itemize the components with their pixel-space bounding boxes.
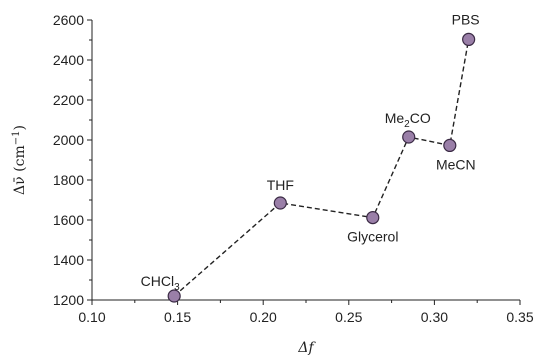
x-axis-title: Δf — [297, 340, 316, 356]
y-axis-title: Δν̄ (cm−1) — [11, 125, 28, 195]
y-axis: 1200 1400 1600 1800 2000 2200 2400 2600 Δν̄ (cm… — [11, 12, 93, 308]
y-tick-label: 2600 — [53, 12, 84, 28]
data-point-label: Glycerol — [347, 229, 398, 245]
data-points — [167, 32, 476, 303]
y-tick-label: 1400 — [53, 252, 84, 268]
data-point-marker — [462, 32, 476, 47]
y-tick-label: 2200 — [53, 92, 84, 108]
data-point-label: MeCN — [436, 156, 476, 172]
y-tick-label: 2000 — [53, 132, 84, 148]
data-point-label: CHCl3 — [141, 273, 180, 293]
x-tick-label: 0.30 — [421, 309, 448, 325]
y-axis-title-unit-close: ) — [12, 125, 28, 130]
y-tick-label: 2400 — [53, 52, 84, 68]
x-axis: 0.10 0.15 0.20 0.25 0.30 0.35 Δf — [78, 299, 534, 356]
y-axis-title-main: Δν̄ — [12, 176, 28, 195]
data-point-marker — [366, 211, 380, 225]
data-point-label: PBS — [452, 11, 480, 27]
data-point-label: THF — [267, 177, 294, 193]
data-point-label: Me2CO — [385, 110, 431, 130]
x-tick-label: 0.15 — [164, 309, 191, 325]
x-tick-label: 0.25 — [335, 309, 362, 325]
series-dashed-line — [173, 39, 470, 297]
y-ticks: 1200 1400 1600 1800 2000 2200 2400 2600 — [53, 12, 92, 308]
data-point-marker — [402, 130, 416, 144]
y-tick-label: 1800 — [53, 172, 84, 188]
y-axis-title-unit-sup: −1 — [11, 131, 22, 146]
y-axis-title-unit: (cm — [12, 145, 28, 172]
y-tick-label: 1600 — [53, 212, 84, 228]
x-tick-label: 0.10 — [78, 309, 105, 325]
data-point-marker — [443, 138, 457, 152]
x-tick-label: 0.20 — [250, 309, 277, 325]
data-point-labels: CHCl3 THF Glycerol Me2CO MeCN PBS — [141, 11, 480, 293]
x-ticks: 0.10 0.15 0.20 0.25 0.30 0.35 — [78, 300, 534, 325]
y-tick-label: 1200 — [53, 292, 84, 308]
data-point-marker — [273, 196, 287, 210]
x-tick-label: 0.35 — [506, 309, 533, 325]
data-point-marker — [167, 289, 181, 303]
